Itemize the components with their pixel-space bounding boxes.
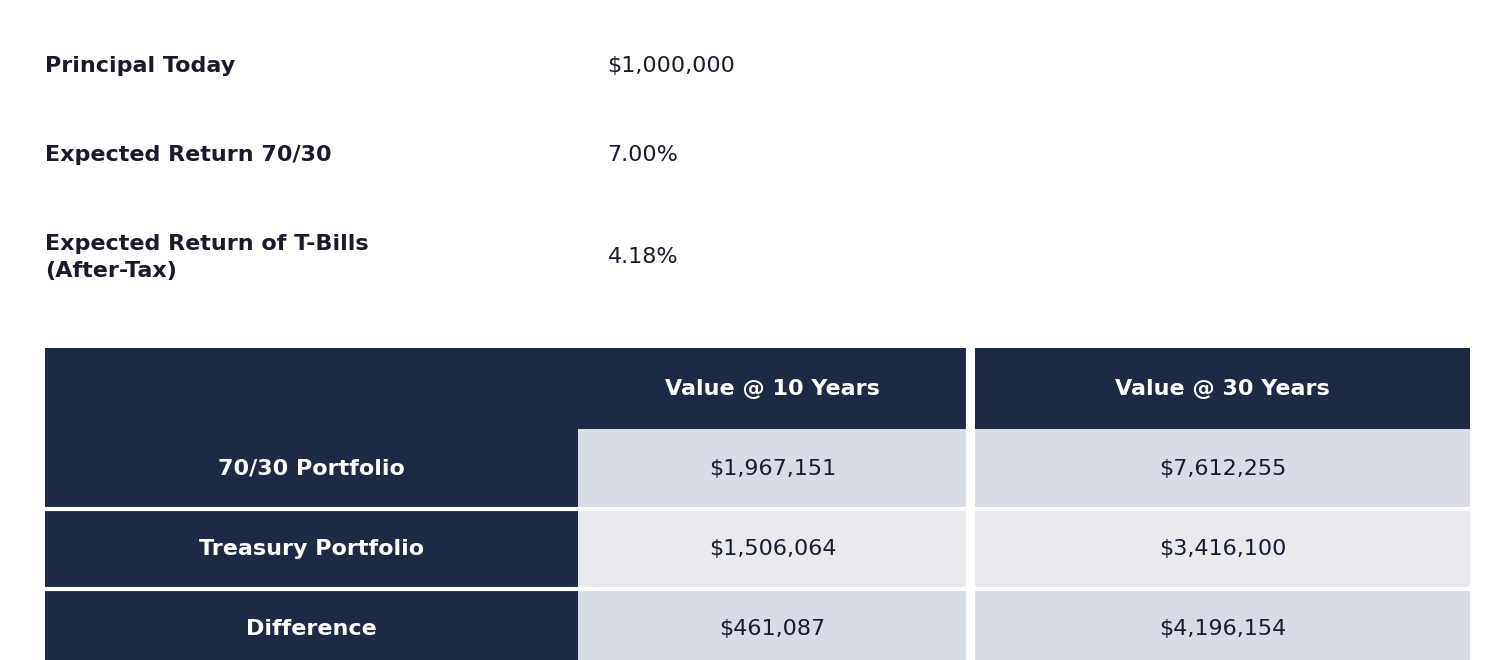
Bar [975, 429, 1470, 509]
Text: $7,612,255: $7,612,255 [1160, 459, 1286, 478]
Text: Difference: Difference [246, 619, 376, 639]
Text: 7.00%: 7.00% [608, 145, 678, 165]
Bar [975, 348, 1470, 429]
Bar [975, 509, 1470, 589]
Text: $1,967,151: $1,967,151 [710, 459, 836, 478]
Bar [45, 509, 578, 589]
Bar [578, 509, 968, 589]
Text: 70/30 Portfolio: 70/30 Portfolio [217, 459, 405, 478]
Bar [975, 589, 1470, 660]
Text: Value @ 30 Years: Value @ 30 Years [1114, 379, 1330, 399]
Text: $1,506,064: $1,506,064 [708, 539, 837, 559]
Text: Principal Today: Principal Today [45, 55, 236, 75]
Bar [578, 589, 968, 660]
Text: Expected Return 70/30: Expected Return 70/30 [45, 145, 332, 165]
Text: $3,416,100: $3,416,100 [1160, 539, 1286, 559]
Text: $1,000,000: $1,000,000 [608, 55, 735, 75]
Text: Treasury Portfolio: Treasury Portfolio [198, 539, 424, 559]
Text: Value @ 10 Years: Value @ 10 Years [664, 379, 880, 399]
Bar [45, 429, 578, 509]
Text: Expected Return of T-Bills
(After-Tax): Expected Return of T-Bills (After-Tax) [45, 234, 369, 280]
Bar [578, 348, 968, 429]
Bar [45, 589, 578, 660]
Bar [45, 348, 578, 429]
Text: $461,087: $461,087 [720, 619, 825, 639]
Text: $4,196,154: $4,196,154 [1160, 619, 1286, 639]
Bar [578, 429, 968, 509]
Text: 4.18%: 4.18% [608, 247, 678, 267]
